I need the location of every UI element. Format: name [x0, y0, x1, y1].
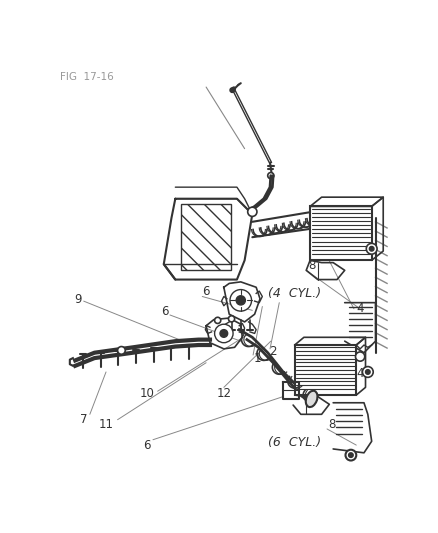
- Text: 6: 6: [161, 305, 169, 318]
- Text: 4: 4: [356, 367, 363, 380]
- Circle shape: [362, 367, 372, 377]
- Text: 1: 1: [254, 352, 261, 365]
- Circle shape: [230, 289, 251, 311]
- Text: 12: 12: [216, 387, 231, 400]
- Circle shape: [214, 324, 233, 343]
- Text: 10: 10: [139, 387, 154, 400]
- Text: 4: 4: [356, 302, 363, 316]
- Text: 8: 8: [307, 259, 314, 272]
- Text: 11: 11: [98, 418, 113, 431]
- Bar: [180, 204, 230, 270]
- Circle shape: [117, 346, 125, 354]
- Bar: [309, 206, 371, 260]
- Circle shape: [365, 370, 369, 374]
- Text: (4  CYL.): (4 CYL.): [268, 287, 321, 300]
- Circle shape: [230, 88, 234, 92]
- Circle shape: [365, 244, 376, 254]
- Text: 7: 7: [80, 413, 87, 426]
- Circle shape: [345, 450, 356, 461]
- Circle shape: [355, 352, 364, 361]
- Text: FIG  17-16: FIG 17-16: [60, 71, 113, 82]
- Bar: [294, 345, 356, 395]
- Circle shape: [232, 87, 235, 90]
- Text: (6  CYL.): (6 CYL.): [268, 437, 321, 449]
- Text: 6: 6: [143, 439, 150, 451]
- Circle shape: [348, 453, 353, 457]
- Circle shape: [247, 207, 256, 216]
- Ellipse shape: [305, 391, 317, 407]
- Circle shape: [267, 173, 273, 179]
- Circle shape: [219, 329, 227, 337]
- Text: 2: 2: [269, 345, 276, 358]
- Circle shape: [236, 296, 245, 305]
- Text: 9: 9: [74, 293, 81, 306]
- Circle shape: [368, 246, 373, 251]
- Circle shape: [228, 316, 234, 322]
- Text: 6: 6: [202, 285, 209, 298]
- Circle shape: [214, 317, 220, 324]
- Text: 8: 8: [327, 418, 335, 431]
